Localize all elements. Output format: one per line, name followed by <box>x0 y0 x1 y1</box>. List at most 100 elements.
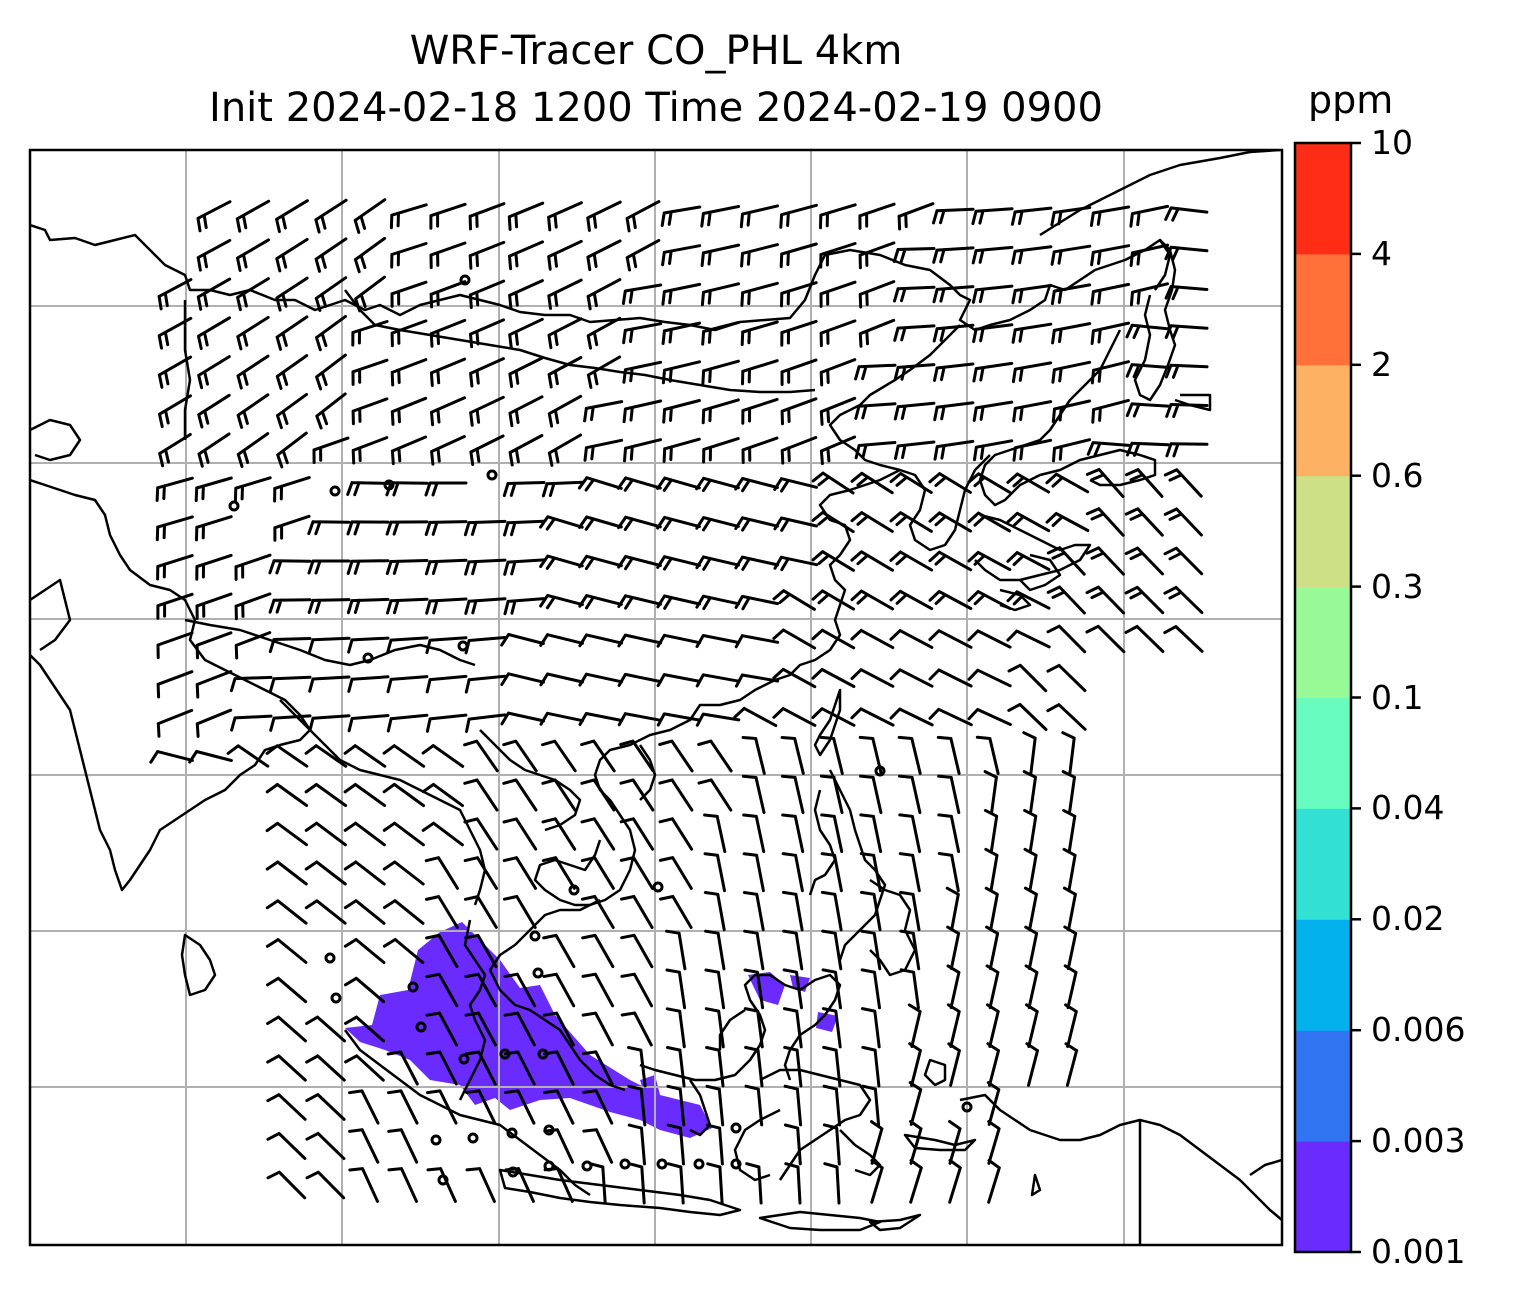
wind-barb <box>656 673 702 688</box>
wind-barb <box>893 363 936 382</box>
wind-barb <box>899 968 920 1010</box>
colorbar-tick-label: 0.04 <box>1371 788 1445 828</box>
wind-barb <box>390 435 428 466</box>
wind-barb <box>739 204 779 229</box>
wind-barb <box>468 240 506 270</box>
wind-barb <box>625 200 661 233</box>
wind-barb <box>425 972 459 1008</box>
wind-barb <box>819 358 857 387</box>
wind-barb <box>500 672 545 686</box>
wind-barb <box>619 856 654 890</box>
wind-barb <box>971 207 1014 226</box>
wind-barb <box>308 714 351 733</box>
wind-barb <box>265 821 308 847</box>
wind-barb <box>893 285 936 303</box>
wind-barb <box>909 1120 923 1165</box>
wind-barb <box>819 203 857 230</box>
wind-barb <box>1011 361 1053 384</box>
wind-barb <box>1125 323 1170 339</box>
wind-barb <box>425 1011 458 1047</box>
calm-wind-circle <box>652 881 664 893</box>
wind-barb <box>1006 590 1051 610</box>
wind-barb <box>351 436 389 465</box>
wind-barb <box>1129 204 1170 228</box>
wind-barb <box>586 355 622 389</box>
wind-barb <box>932 323 975 343</box>
wind-barb <box>625 238 661 272</box>
wind-barb <box>1046 703 1087 731</box>
wind-barb <box>695 555 740 571</box>
wind-barb <box>743 968 765 1010</box>
wind-barb <box>469 434 505 466</box>
wind-barb <box>273 514 311 542</box>
wind-barb <box>850 707 895 727</box>
wind-barb <box>464 558 507 576</box>
wind-barb <box>581 1011 614 1047</box>
wind-barb <box>850 471 894 495</box>
wind-barb <box>265 783 309 807</box>
wind-barb <box>581 1050 614 1086</box>
wind-barb <box>304 821 347 847</box>
wind-barb <box>463 519 507 537</box>
wind-barb <box>617 712 663 727</box>
wind-barb <box>578 712 624 726</box>
wind-barb <box>463 817 499 851</box>
calm-wind-circle <box>730 1122 742 1134</box>
wind-barb <box>819 774 844 815</box>
wind-barb <box>946 964 961 1010</box>
wind-barb <box>1090 282 1131 306</box>
wind-barb <box>348 1128 380 1164</box>
wind-barb <box>195 592 233 620</box>
wind-barb <box>586 316 622 350</box>
colorbar-segment <box>1295 143 1351 255</box>
wind-barb <box>236 277 270 312</box>
wind-barb <box>1051 399 1091 424</box>
wind-barb <box>429 280 467 309</box>
wind-barb <box>542 1050 575 1086</box>
wind-barb <box>859 774 883 815</box>
wind-barb <box>580 739 616 773</box>
wind-barb <box>1007 663 1048 693</box>
wind-barb <box>1163 585 1204 615</box>
wind-barb <box>893 401 936 421</box>
wind-barb <box>539 515 584 531</box>
wind-barb <box>859 813 883 854</box>
wind-barb <box>622 399 663 424</box>
wind-barb <box>424 895 459 929</box>
wind-barb <box>1090 321 1131 345</box>
wind-barb <box>464 933 498 969</box>
wind-barb <box>932 285 975 304</box>
wind-barb <box>658 817 694 851</box>
wind-barb <box>503 519 546 537</box>
wind-barb <box>892 247 936 264</box>
wind-barb <box>860 968 881 1010</box>
wind-barb <box>907 1003 922 1048</box>
wind-barb <box>854 402 897 420</box>
wind-barb <box>464 1011 497 1047</box>
wind-barb <box>819 735 844 775</box>
wind-barb <box>733 706 778 728</box>
wind-barb <box>385 559 429 576</box>
wind-barb <box>1045 472 1090 494</box>
wind-barb <box>539 672 584 687</box>
wind-barb <box>617 515 662 531</box>
wind-barb <box>1125 402 1170 418</box>
wind-barb <box>578 515 623 531</box>
wind-barb <box>382 782 426 808</box>
wind-barb <box>734 555 780 571</box>
calm-wind-circle <box>407 981 419 993</box>
wind-barb <box>948 1120 962 1165</box>
wind-barb <box>194 476 233 503</box>
wind-barb <box>617 633 663 648</box>
calm-wind-circle <box>961 1101 973 1113</box>
wind-barb <box>772 628 817 650</box>
wind-barb <box>932 246 975 264</box>
wind-barb <box>385 481 429 497</box>
wind-barb <box>811 471 855 495</box>
wind-barb <box>425 674 468 694</box>
wind-barb <box>870 1120 884 1165</box>
wind-barb <box>1165 403 1209 419</box>
wind-barb <box>967 472 1011 494</box>
wind-barb <box>889 668 934 688</box>
wind-barb <box>928 629 973 649</box>
